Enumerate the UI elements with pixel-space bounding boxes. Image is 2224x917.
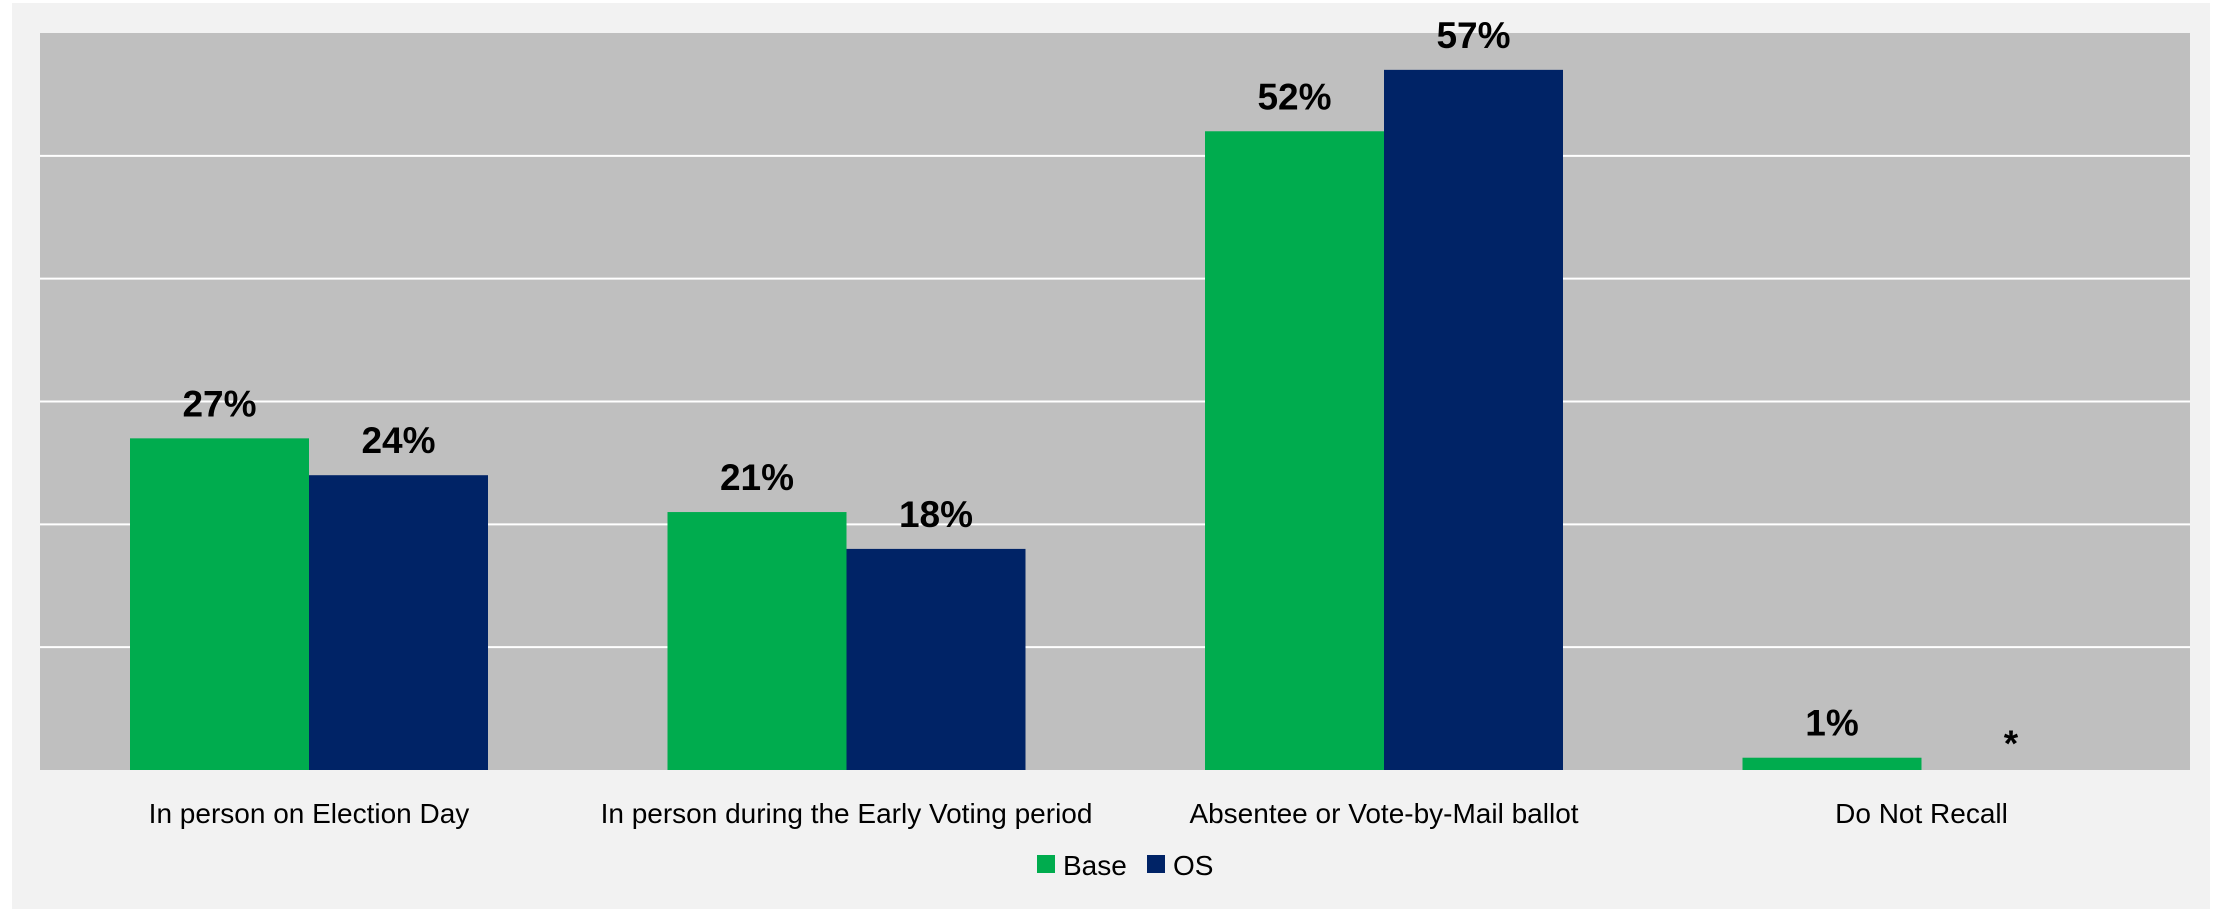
category-label: In person on Election Day [149,798,470,829]
bar-os-2 [846,548,1026,770]
data-label-os-1: 24% [361,420,435,461]
category-axis-labels: In person on Election Day In person durin… [149,798,2008,829]
data-label-base-3: 52% [1257,76,1331,117]
data-labels: 27% 24% 21% 18% 52% 57% 1% * [182,15,2018,764]
legend-swatch-os [1147,855,1165,873]
bar-os-1 [309,475,488,770]
legend: Base OS [1037,850,1213,881]
legend-swatch-base [1037,855,1055,873]
data-label-os-2: 18% [899,494,973,535]
bars [130,69,1922,771]
legend-label-os: OS [1173,850,1213,881]
data-label-os-3: 57% [1436,15,1510,56]
category-label: Absentee or Vote-by-Mail ballot [1189,798,1578,829]
bar-base-1 [130,438,309,770]
data-label-base-2: 21% [720,457,794,498]
data-label-os-4: * [2004,723,2019,764]
bar-os-3 [1384,69,1563,771]
data-label-base-1: 27% [182,383,256,424]
data-label-base-4: 1% [1805,703,1858,744]
bar-base-3 [1205,131,1384,770]
category-label: Do Not Recall [1835,798,2008,829]
bar-base-2 [667,512,847,770]
category-label: In person during the Early Voting period [601,798,1093,829]
bar-base-4 [1742,757,1922,770]
legend-label-base: Base [1063,850,1127,881]
